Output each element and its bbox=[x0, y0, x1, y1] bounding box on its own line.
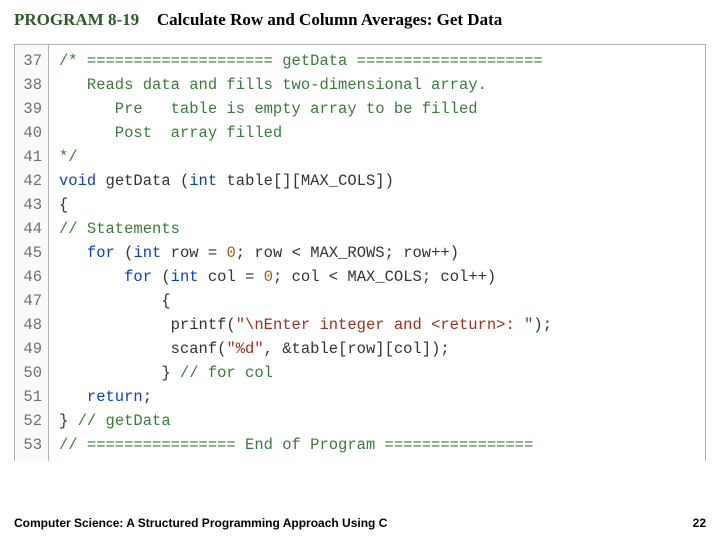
line-number: 44 bbox=[23, 217, 42, 241]
line-number: 42 bbox=[23, 169, 42, 193]
code-token: } bbox=[59, 412, 78, 430]
code-line: for (int row = 0; row < MAX_ROWS; row++) bbox=[59, 241, 552, 265]
code-line: return; bbox=[59, 385, 552, 409]
line-number-gutter: 3738394041424344454647484950515253 bbox=[15, 45, 49, 461]
code-line: for (int col = 0; col < MAX_COLS; col++) bbox=[59, 265, 552, 289]
code-line: { bbox=[59, 193, 552, 217]
line-number: 43 bbox=[23, 193, 42, 217]
slide-footer: Computer Science: A Structured Programmi… bbox=[0, 516, 720, 530]
code-body: /* ==================== getData ========… bbox=[49, 45, 558, 461]
code-token: Reads data and fills two-dimensional arr… bbox=[59, 76, 487, 94]
code-token: int bbox=[133, 244, 170, 262]
line-number: 48 bbox=[23, 313, 42, 337]
code-line: } // for col bbox=[59, 361, 552, 385]
code-line: scanf("%d", &table[row][col]); bbox=[59, 337, 552, 361]
line-number: 53 bbox=[23, 433, 42, 457]
code-token bbox=[59, 268, 124, 286]
code-token bbox=[59, 388, 87, 406]
code-token: ; row < MAX_ROWS; row++) bbox=[236, 244, 459, 262]
code-line: { bbox=[59, 289, 552, 313]
code-line: /* ==================== getData ========… bbox=[59, 49, 552, 73]
line-number: 49 bbox=[23, 337, 42, 361]
code-token: row = bbox=[171, 244, 227, 262]
slide-page: PROGRAM 8-19 Calculate Row and Column Av… bbox=[0, 0, 720, 540]
code-token: } bbox=[59, 364, 180, 382]
code-token: "%d" bbox=[226, 340, 263, 358]
code-line: // Statements bbox=[59, 217, 552, 241]
code-line: } // getData bbox=[59, 409, 552, 433]
code-token: ) bbox=[385, 172, 394, 190]
line-number: 50 bbox=[23, 361, 42, 385]
code-token: printf( bbox=[59, 316, 236, 334]
code-token: getData bbox=[106, 172, 180, 190]
line-number: 38 bbox=[23, 73, 42, 97]
code-token: void bbox=[59, 172, 106, 190]
code-line: Pre table is empty array to be filled bbox=[59, 97, 552, 121]
code-token: // for col bbox=[180, 364, 273, 382]
line-number: 52 bbox=[23, 409, 42, 433]
code-line: void getData (int table[][MAX_COLS]) bbox=[59, 169, 552, 193]
code-token: // Statements bbox=[59, 220, 180, 238]
code-line: printf("\nEnter integer and <return>: ")… bbox=[59, 313, 552, 337]
footer-right: 22 bbox=[693, 516, 706, 530]
code-token: for bbox=[87, 244, 124, 262]
code-token: col = bbox=[208, 268, 264, 286]
line-number: 45 bbox=[23, 241, 42, 265]
code-line: Reads data and fills two-dimensional arr… bbox=[59, 73, 552, 97]
code-token: // ================ End of Program =====… bbox=[59, 436, 533, 454]
code-token: /* ==================== getData ========… bbox=[59, 52, 543, 70]
line-number: 41 bbox=[23, 145, 42, 169]
line-number: 37 bbox=[23, 49, 42, 73]
line-number: 51 bbox=[23, 385, 42, 409]
code-token: ); bbox=[533, 316, 552, 334]
code-token: "\nEnter integer and <return>: " bbox=[236, 316, 534, 334]
code-token: ; bbox=[143, 388, 152, 406]
code-token: ( bbox=[180, 172, 189, 190]
program-title: Calculate Row and Column Averages: Get D… bbox=[157, 10, 502, 29]
code-token: ( bbox=[161, 268, 170, 286]
code-token: // getData bbox=[78, 412, 171, 430]
footer-left: Computer Science: A Structured Programmi… bbox=[14, 516, 387, 530]
code-token: { bbox=[59, 292, 171, 310]
code-token: scanf( bbox=[59, 340, 226, 358]
code-token: Pre table is empty array to be filled bbox=[59, 100, 478, 118]
code-line: */ bbox=[59, 145, 552, 169]
code-token: 0 bbox=[226, 244, 235, 262]
program-label: PROGRAM 8-19 bbox=[14, 10, 139, 29]
code-token: for bbox=[124, 268, 161, 286]
line-number: 47 bbox=[23, 289, 42, 313]
line-number: 40 bbox=[23, 121, 42, 145]
code-token: int bbox=[171, 268, 208, 286]
code-token: 0 bbox=[264, 268, 273, 286]
code-listing: 3738394041424344454647484950515253 /* ==… bbox=[14, 44, 706, 461]
line-number: 46 bbox=[23, 265, 42, 289]
line-number: 39 bbox=[23, 97, 42, 121]
code-token: , &table[row][col]); bbox=[264, 340, 450, 358]
code-token bbox=[59, 244, 87, 262]
code-line: // ================ End of Program =====… bbox=[59, 433, 552, 457]
code-token: return bbox=[87, 388, 143, 406]
slide-header: PROGRAM 8-19 Calculate Row and Column Av… bbox=[0, 0, 720, 36]
code-token: table[][MAX_COLS] bbox=[226, 172, 384, 190]
code-token: */ bbox=[59, 148, 78, 166]
code-token: int bbox=[189, 172, 226, 190]
code-token: ; col < MAX_COLS; col++) bbox=[273, 268, 496, 286]
code-token: { bbox=[59, 196, 68, 214]
code-token: Post array filled bbox=[59, 124, 282, 142]
code-line: Post array filled bbox=[59, 121, 552, 145]
